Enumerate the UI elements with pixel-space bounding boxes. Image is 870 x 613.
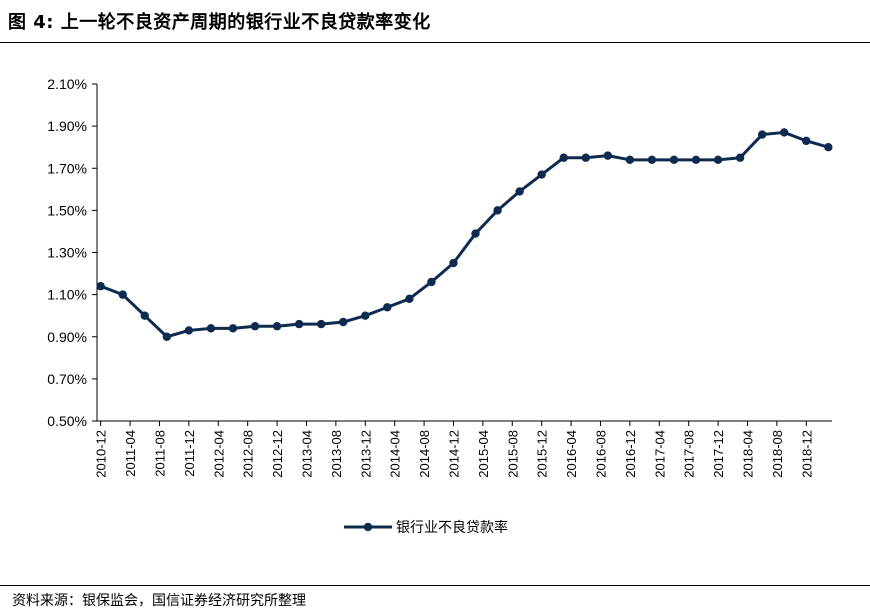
data-point (162, 332, 172, 341)
x-tick-label: 2015-04 (476, 430, 491, 478)
data-point (206, 324, 216, 333)
x-tick-label: 2014-08 (417, 430, 432, 478)
data-point (405, 294, 414, 304)
data-point (625, 155, 635, 165)
x-tick-label: 2016-08 (593, 430, 608, 478)
x-tick-label: 2015-08 (505, 430, 520, 478)
x-tick-label: 2012-12 (270, 430, 285, 478)
data-point (316, 319, 326, 329)
data-point (361, 311, 370, 320)
y-tick-label: 1.90% (47, 118, 87, 134)
data-point (272, 322, 282, 331)
data-point (96, 282, 105, 291)
x-axis: 2010-12 2011-04 2011-08 2011-12 2012-04 2012-… (94, 420, 832, 478)
data-point (669, 155, 679, 165)
x-tick-label: 2014-04 (388, 430, 403, 478)
series-line (100, 130, 829, 339)
y-tick-label: 1.30% (47, 245, 87, 261)
y-tick-label: 0.90% (47, 329, 87, 345)
data-point (294, 319, 304, 329)
y-tick-label: 2.10% (47, 76, 87, 92)
data-point (802, 136, 811, 146)
y-axis: 0.50% 0.70% 0.90% 1.10% 1.30% 1.50% 1.70% 1.90%… (47, 76, 98, 429)
legend: 银行业不良贷款率 (344, 519, 508, 536)
data-point (471, 229, 480, 238)
data-point (559, 153, 568, 162)
bottom-divider (0, 585, 870, 586)
source-note: 资料来源：银保监会，国信证券经济研究所整理 (12, 593, 306, 609)
data-point (493, 206, 502, 215)
x-tick-label: 2013-08 (329, 430, 344, 478)
data-point (427, 277, 436, 287)
data-point (780, 128, 789, 137)
x-tick-label: 2017-12 (711, 430, 726, 478)
data-point (581, 153, 590, 162)
x-tick-label: 2018-08 (770, 430, 785, 478)
legend-marker (363, 522, 373, 532)
y-tick-label: 0.50% (47, 413, 87, 429)
data-point (647, 155, 657, 165)
data-point (735, 153, 745, 162)
data-point (603, 151, 613, 160)
x-tick-label: 2011-04 (123, 430, 138, 477)
x-tick-label: 2014-12 (446, 430, 461, 478)
y-tick-label: 0.70% (47, 371, 87, 387)
figure-title: 图 4: 上一轮不良资产周期的银行业不良贷款率变化 (8, 12, 431, 33)
data-point (757, 130, 767, 139)
data-point (184, 326, 194, 335)
top-divider (0, 42, 870, 43)
x-tick-label: 2018-12 (799, 430, 814, 478)
y-tick-label: 1.10% (47, 287, 87, 303)
data-point (118, 290, 127, 299)
series-layer (96, 128, 833, 341)
x-tick-label: 2017-08 (682, 430, 697, 478)
x-tick-label: 2013-04 (299, 430, 314, 478)
legend-label: 银行业不良贷款率 (396, 519, 508, 536)
y-tick-label: 1.70% (47, 160, 87, 176)
data-point (713, 155, 723, 165)
y-tick-label: 1.50% (47, 202, 87, 218)
x-tick-label: 2013-12 (358, 430, 373, 478)
data-point (824, 142, 833, 152)
x-tick-label: 2015-12 (535, 430, 550, 478)
x-tick-label: 2012-04 (211, 430, 226, 478)
data-point (250, 322, 260, 331)
data-point (449, 258, 458, 268)
data-point (515, 187, 524, 196)
x-tick-label: 2011-08 (152, 430, 167, 477)
x-tick-label: 2012-08 (241, 430, 256, 478)
data-point (140, 311, 149, 320)
line-chart: 0.50% 0.70% 0.90% 1.10% 1.30% 1.50% 1.70% 1.90%… (47, 76, 833, 536)
x-tick-label: 2011-12 (182, 430, 197, 477)
data-point (383, 303, 392, 312)
data-point (537, 170, 546, 179)
x-tick-label: 2016-12 (623, 430, 638, 478)
x-tick-label: 2017-04 (652, 430, 667, 478)
x-tick-label: 2016-04 (564, 430, 579, 478)
data-point (339, 317, 348, 327)
x-tick-label: 2018-04 (740, 430, 755, 478)
data-point (691, 155, 701, 165)
x-tick-label: 2010-12 (94, 430, 109, 478)
data-point (228, 324, 238, 333)
